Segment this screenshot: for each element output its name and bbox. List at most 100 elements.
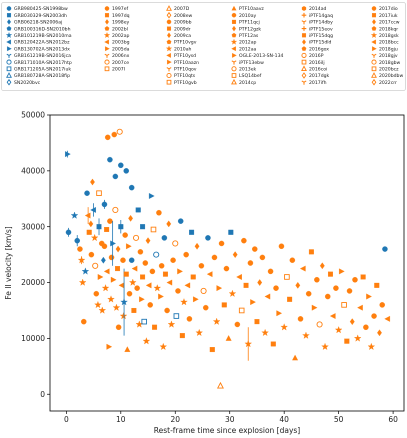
legend-entry: 2016iIj — [301, 59, 325, 66]
legend-entry: GRB100316D-SN2010bh — [6, 26, 71, 32]
data-point — [156, 209, 162, 216]
data-point — [159, 342, 168, 350]
legend-marker — [231, 32, 237, 38]
data-point — [115, 324, 122, 330]
legend-entry: LSQ14bef — [231, 73, 262, 79]
legend-entry: iPTF13ebw — [231, 60, 264, 66]
data-point — [88, 251, 95, 258]
legend-label: GRB101219B-SN2010ma — [14, 33, 72, 39]
data-point — [118, 162, 124, 169]
data-point — [190, 274, 196, 280]
legend-label: 2003bg — [112, 40, 130, 46]
legend-label: 2007D — [174, 6, 190, 12]
data-point — [194, 242, 200, 250]
data-point — [142, 260, 149, 266]
legend-marker — [301, 46, 307, 51]
legend-entry: 2009ca — [167, 32, 191, 39]
data-point — [100, 256, 106, 264]
legend-marker — [371, 59, 377, 65]
legend-marker — [371, 26, 377, 31]
legend-label: 2010ay — [239, 13, 257, 19]
x-tick-label: 0 — [64, 415, 69, 424]
data-point — [77, 256, 86, 264]
data-point — [172, 240, 179, 247]
legend-marker — [104, 53, 110, 58]
data-point — [107, 295, 115, 303]
data-point — [186, 316, 193, 322]
data-point — [234, 321, 241, 328]
legend-entry: 1998ey — [105, 19, 130, 26]
legend-label: GRB171205A-SN2017iuk — [14, 67, 71, 73]
legend-marker — [371, 39, 376, 45]
data-point — [106, 343, 113, 350]
legend-marker — [166, 11, 172, 19]
legend-entry: 2016P — [301, 52, 324, 59]
y-tick-label: 20000 — [21, 278, 45, 287]
data-point — [94, 300, 102, 309]
legend-marker — [231, 66, 237, 72]
legend-label: 2016gox — [309, 46, 329, 52]
data-point — [158, 293, 164, 300]
data-point — [353, 334, 362, 342]
data-point — [128, 214, 133, 222]
data-point — [141, 318, 148, 325]
data-point — [357, 304, 363, 311]
legend-label: 2020bcz — [379, 67, 399, 73]
legend-entry: PTF10qts — [166, 72, 196, 79]
legend-entry: 1997ef — [104, 6, 129, 12]
legend-marker — [372, 46, 377, 52]
legend-entry: PTF10gvb — [166, 79, 197, 86]
data-point — [325, 293, 331, 300]
legend-label: 2002bl — [112, 26, 128, 32]
legend: GRB980425-SN1998bwGRB030329-SN2003dhGRB0… — [1, 2, 406, 91]
legend-marker — [104, 26, 110, 31]
legend-entry: 2010ay — [231, 13, 257, 19]
data-point — [218, 240, 225, 247]
legend-entry: iPTF14dby — [301, 20, 333, 26]
legend-marker — [231, 60, 237, 65]
legend-label: 2010ah — [174, 46, 192, 52]
legend-entry: 2014ad — [301, 6, 327, 12]
legend-marker — [7, 19, 11, 25]
data-point — [158, 263, 165, 269]
legend-label: PTF10vgv — [174, 40, 197, 46]
legend-label: 2020bdbw — [379, 73, 403, 79]
data-point — [287, 296, 293, 302]
legend-label: iPTF15eov — [309, 26, 333, 32]
data-point — [228, 289, 237, 297]
data-point — [112, 173, 119, 180]
data-point — [379, 302, 385, 308]
legend-label: SN2020bvc — [14, 80, 41, 86]
legend-entry: 2018bcc — [371, 39, 399, 46]
legend-entry: 1997dq — [104, 13, 130, 19]
legend-frame — [1, 2, 406, 91]
legend-entry: 2003bg — [104, 39, 130, 46]
legend-entry: iPTF15dqg — [301, 33, 333, 39]
data-point — [77, 246, 83, 252]
legend-entry: 2018gbw — [371, 59, 401, 66]
legend-marker — [301, 52, 307, 58]
data-point — [212, 317, 221, 325]
legend-entry: 2002ap — [103, 32, 130, 39]
legend-marker — [372, 19, 376, 25]
legend-label: GRB130702A-SN2013dx — [14, 46, 70, 52]
legend-label: PTF10aavz — [239, 6, 264, 12]
data-point — [243, 282, 249, 288]
data-point — [148, 193, 155, 199]
data-point — [280, 323, 288, 331]
data-point — [228, 229, 234, 235]
data-point — [198, 263, 205, 269]
legend-label: 2016P — [309, 53, 324, 59]
data-point — [173, 313, 180, 319]
legend-entry: SN2020bvc — [6, 78, 41, 86]
data-point — [98, 306, 107, 314]
data-point — [259, 254, 266, 261]
legend-label: 2018kqr — [379, 26, 398, 32]
x-tick-label: 40 — [279, 415, 289, 424]
legend-marker — [231, 73, 237, 78]
legend-entry: 2017dgk — [301, 72, 330, 79]
data-point — [107, 156, 113, 163]
legend-label: GRB161219B-SN2016jca — [14, 53, 71, 59]
legend-marker — [166, 67, 172, 72]
data-point — [205, 235, 211, 241]
